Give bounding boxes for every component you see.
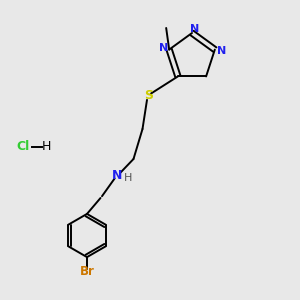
- Text: Br: Br: [80, 265, 94, 278]
- Text: N: N: [159, 44, 168, 53]
- Text: H: H: [42, 140, 51, 154]
- Text: N: N: [217, 46, 226, 56]
- Text: N: N: [190, 24, 200, 34]
- Text: S: S: [144, 89, 153, 103]
- Text: H: H: [124, 173, 133, 183]
- Text: N: N: [112, 169, 122, 182]
- Text: Cl: Cl: [16, 140, 29, 154]
